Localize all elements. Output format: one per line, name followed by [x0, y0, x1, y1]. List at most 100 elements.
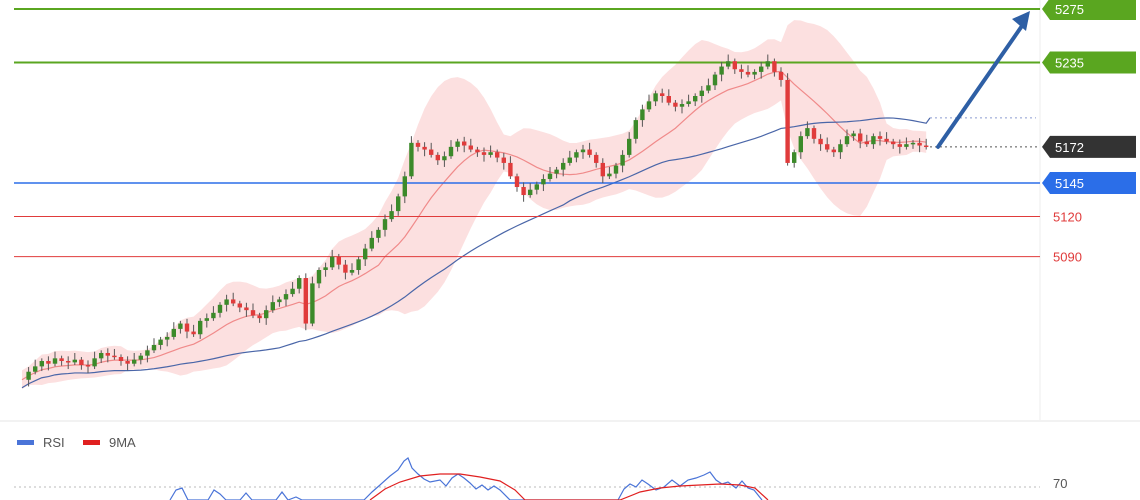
candle-body	[46, 361, 51, 364]
level-tags: 5275 5235 5172 5145 5120 5090	[1042, 0, 1136, 265]
moving-average-slow-line	[21, 117, 931, 389]
candle-body	[323, 267, 328, 270]
candle-body	[831, 149, 836, 153]
candle-body	[231, 299, 236, 304]
candle-body	[772, 61, 777, 72]
legend-rsi-label: RSI	[43, 435, 65, 450]
candle-body	[184, 323, 190, 332]
candle-body	[627, 138, 632, 155]
candle-body	[151, 344, 157, 351]
level-tag-5172-bg	[1042, 135, 1136, 158]
candle-body	[844, 136, 850, 145]
candle-body	[864, 141, 869, 145]
candle-body	[33, 366, 38, 372]
candle-body	[396, 196, 401, 212]
candle-body	[528, 189, 533, 196]
candle-body	[673, 102, 678, 107]
candle-body	[561, 162, 566, 170]
bollinger-band-area	[22, 20, 927, 390]
candle-body	[125, 361, 130, 364]
candle-body	[389, 211, 394, 220]
forecast-arrow-head	[1012, 11, 1030, 31]
level-tag-5275-bg	[1042, 0, 1136, 20]
candle-body	[316, 270, 322, 284]
indicator-panel: RSI 9MA 70	[14, 435, 1067, 500]
candle-body	[877, 136, 883, 139]
candle-body	[580, 149, 586, 153]
candle-body	[706, 85, 711, 91]
candle-body	[765, 61, 770, 67]
level-tag-5235-text: 5235	[1055, 56, 1084, 71]
candle-body	[739, 69, 744, 72]
candle-body	[607, 173, 612, 177]
legend-9ma-label: 9MA	[109, 435, 136, 450]
candle-body	[191, 331, 196, 335]
candle-body	[488, 152, 493, 155]
candle-body	[904, 144, 909, 147]
candle-body	[217, 304, 223, 313]
candle-body	[798, 136, 803, 153]
candle-body	[514, 176, 520, 188]
candle-body	[442, 156, 447, 161]
candle-body	[257, 315, 262, 319]
rsi-line	[169, 457, 763, 500]
candle-body	[745, 71, 751, 75]
level-tag-5090-text: 5090	[1053, 250, 1082, 265]
candle-body	[402, 176, 407, 197]
candle-body	[541, 178, 546, 185]
forecast-arrow	[936, 11, 1030, 149]
candle-body	[613, 165, 619, 174]
candle-body	[646, 101, 652, 110]
candle-body	[118, 357, 124, 362]
candle-body	[897, 144, 902, 147]
level-tag-5172-text: 5172	[1055, 140, 1084, 155]
candle-body	[501, 157, 506, 163]
candle-body	[409, 142, 414, 177]
candle-body	[448, 146, 454, 157]
moving-averages	[21, 70, 1036, 389]
candle-body	[752, 71, 757, 75]
candle-body	[105, 352, 110, 356]
candle-body	[330, 256, 335, 268]
candle-body	[468, 145, 473, 150]
candle-body	[732, 61, 737, 70]
candle-body	[910, 142, 916, 145]
candle-body	[891, 141, 896, 145]
candle-body	[72, 359, 77, 363]
candle-body	[547, 173, 553, 179]
candle-body	[666, 96, 671, 103]
candle-body	[686, 101, 691, 105]
candle-body	[759, 66, 764, 72]
candle-body	[587, 149, 592, 155]
candle-body	[178, 323, 183, 329]
candle-body	[838, 144, 843, 153]
candle-body	[792, 152, 797, 163]
candle-body	[264, 310, 269, 319]
candle-body	[369, 237, 374, 249]
candle-body	[310, 283, 315, 324]
candle-body	[719, 66, 724, 75]
bollinger-bands	[22, 20, 927, 390]
candle-body	[429, 149, 434, 155]
level-tag-5120-text: 5120	[1053, 209, 1082, 224]
candle-body	[574, 152, 579, 158]
candle-body	[237, 303, 242, 308]
candle-body	[508, 162, 513, 177]
candle-body	[171, 328, 176, 337]
candle-body	[679, 104, 685, 107]
candle-body	[481, 152, 487, 155]
candle-body	[283, 294, 289, 300]
candle-body	[52, 358, 58, 364]
candle-body	[244, 307, 249, 311]
candle-body	[224, 299, 229, 305]
candle-body	[858, 133, 863, 142]
candle-body	[435, 154, 440, 161]
candle-body	[92, 358, 97, 367]
candle-body	[297, 278, 302, 289]
candle-body	[521, 187, 526, 196]
candle-body	[462, 141, 467, 146]
candle-body	[884, 138, 889, 142]
candle-body	[693, 96, 698, 102]
candle-body	[851, 133, 856, 137]
